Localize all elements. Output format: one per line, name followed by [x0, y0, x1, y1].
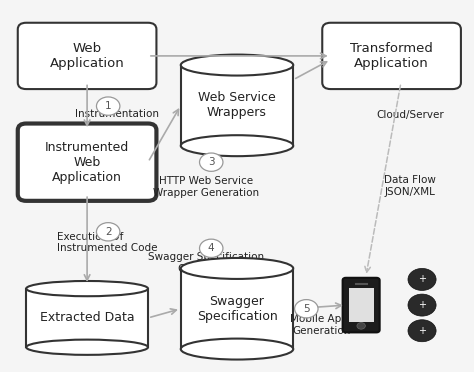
Text: 4: 4: [208, 243, 215, 253]
Circle shape: [200, 239, 223, 257]
Text: Extracted Data: Extracted Data: [40, 311, 135, 324]
Circle shape: [408, 269, 436, 291]
Text: Instrumentation: Instrumentation: [75, 109, 159, 119]
Circle shape: [97, 97, 120, 115]
FancyBboxPatch shape: [322, 23, 461, 89]
Text: +: +: [418, 275, 426, 285]
Text: Transformed
Application: Transformed Application: [350, 42, 433, 70]
Text: +: +: [418, 326, 426, 336]
Ellipse shape: [181, 258, 293, 279]
FancyBboxPatch shape: [349, 288, 374, 322]
Text: Cloud/Server: Cloud/Server: [376, 109, 444, 119]
Circle shape: [295, 299, 318, 318]
Text: Instrumented
Web
Application: Instrumented Web Application: [45, 141, 129, 184]
Ellipse shape: [181, 339, 293, 360]
Text: 3: 3: [208, 157, 215, 167]
Circle shape: [200, 153, 223, 171]
Polygon shape: [181, 65, 293, 146]
FancyBboxPatch shape: [343, 278, 380, 333]
Text: 1: 1: [105, 101, 111, 111]
FancyBboxPatch shape: [18, 23, 156, 89]
Polygon shape: [181, 269, 293, 349]
Text: HTTP Web Service
Wrapper Generation: HTTP Web Service Wrapper Generation: [154, 176, 260, 198]
Text: 2: 2: [105, 227, 111, 237]
Circle shape: [408, 294, 436, 316]
Text: Web Service
Wrappers: Web Service Wrappers: [198, 92, 276, 119]
Text: Mobile Apps
Generation: Mobile Apps Generation: [290, 314, 353, 336]
FancyBboxPatch shape: [18, 124, 156, 201]
Ellipse shape: [181, 135, 293, 156]
Text: Execution Of
Instrumented Code: Execution Of Instrumented Code: [57, 232, 157, 253]
Text: +: +: [418, 300, 426, 310]
Ellipse shape: [26, 340, 148, 355]
Text: Data Flow
JSON/XML: Data Flow JSON/XML: [384, 175, 436, 197]
Ellipse shape: [181, 55, 293, 76]
Text: Swagger Specification
Generation: Swagger Specification Generation: [148, 252, 264, 274]
Circle shape: [357, 323, 365, 329]
Ellipse shape: [26, 281, 148, 296]
Polygon shape: [26, 289, 148, 347]
Text: Web
Application: Web Application: [50, 42, 125, 70]
Circle shape: [97, 223, 120, 241]
Text: Swagger
Specification: Swagger Specification: [197, 295, 277, 323]
Circle shape: [408, 320, 436, 342]
Text: 5: 5: [303, 304, 310, 314]
